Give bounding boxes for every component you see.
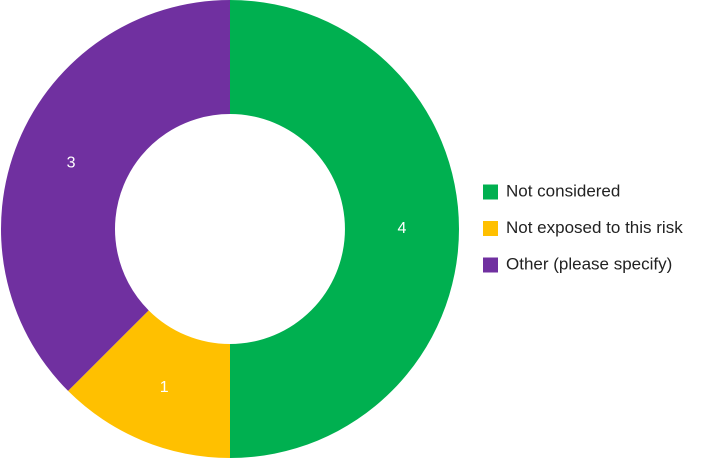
value-label: 1 — [160, 379, 169, 396]
slice — [68, 310, 231, 458]
legend-swatch — [483, 221, 498, 236]
legend-label: Other (please specify) — [506, 254, 672, 273]
legend-label: Not considered — [506, 181, 620, 200]
value-label: 4 — [398, 220, 407, 237]
legend-swatch — [483, 184, 498, 200]
legend-swatch — [483, 257, 498, 273]
value-label: 3 — [67, 154, 76, 171]
legend-label: Not exposed to this risk — [506, 218, 683, 237]
slice — [230, 0, 459, 458]
slice — [0, 0, 230, 391]
